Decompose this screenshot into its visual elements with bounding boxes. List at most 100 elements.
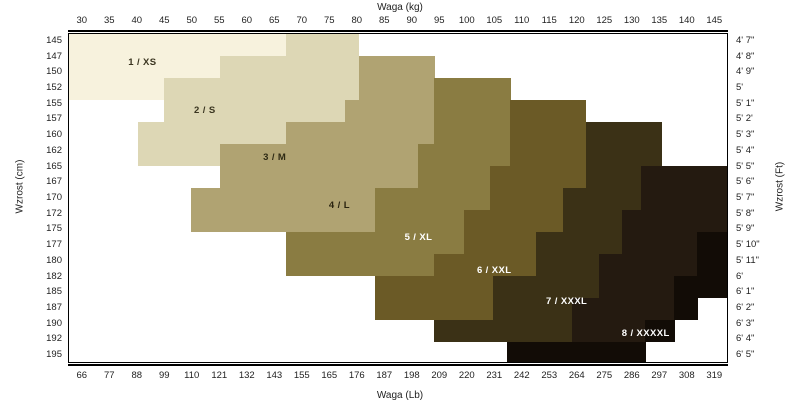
size-cell-band-5 bbox=[463, 209, 564, 233]
tick-kg-13: 95 bbox=[433, 15, 445, 26]
tick-cm-15: 182 bbox=[46, 270, 62, 282]
tick-kg-6: 60 bbox=[241, 15, 253, 26]
size-cell-band-8 bbox=[644, 319, 676, 343]
size-cell-band-5 bbox=[434, 253, 537, 277]
tick-lb-8: 155 bbox=[293, 370, 310, 381]
size-cell-band-8 bbox=[674, 275, 727, 299]
bottom-axis-title: Waga (Lb) bbox=[376, 390, 424, 401]
tick-kg-12: 90 bbox=[406, 15, 418, 26]
tick-lb-19: 275 bbox=[596, 370, 613, 381]
size-cell-band-2 bbox=[164, 99, 287, 123]
size-cell-band-7 bbox=[598, 275, 676, 299]
size-cell-band-4 bbox=[417, 165, 491, 189]
tick-lb-17: 253 bbox=[541, 370, 558, 381]
tick-kg-9: 75 bbox=[323, 15, 335, 26]
tick-cm-9: 167 bbox=[46, 176, 62, 188]
tick-ft-1: 4' 8" bbox=[736, 50, 755, 62]
tick-ft-9: 5' 6" bbox=[736, 176, 755, 188]
tick-kg-20: 130 bbox=[623, 15, 640, 26]
size-cell-band-5 bbox=[374, 297, 495, 321]
tick-ft-8: 5' 5" bbox=[736, 160, 755, 172]
size-cell-band-1 bbox=[69, 77, 166, 101]
tick-lb-9: 165 bbox=[321, 370, 338, 381]
size-cell-band-7 bbox=[572, 319, 646, 343]
tick-cm-8: 165 bbox=[46, 160, 62, 172]
size-cell-band-3 bbox=[345, 99, 435, 123]
tick-lb-5: 121 bbox=[211, 370, 228, 381]
tick-lb-16: 242 bbox=[513, 370, 530, 381]
size-cell-band-6 bbox=[493, 275, 600, 299]
tick-ft-18: 6' 3" bbox=[736, 317, 755, 329]
tick-kg-11: 85 bbox=[378, 15, 390, 26]
size-cell-band-8 bbox=[697, 253, 727, 277]
tick-cm-5: 157 bbox=[46, 113, 62, 125]
size-cell-band-8 bbox=[697, 231, 727, 255]
size-cell-band-4 bbox=[374, 187, 491, 211]
tick-lb-15: 231 bbox=[486, 370, 503, 381]
top-axis-title: Waga (kg) bbox=[377, 2, 423, 13]
tick-kg-18: 120 bbox=[568, 15, 585, 26]
tick-lb-22: 308 bbox=[678, 370, 695, 381]
tick-lb-4: 110 bbox=[184, 370, 200, 381]
tick-cm-13: 177 bbox=[46, 239, 62, 251]
tick-kg-17: 115 bbox=[541, 15, 557, 26]
size-cell-band-3 bbox=[190, 209, 376, 233]
tick-kg-15: 105 bbox=[486, 15, 503, 26]
tick-cm-3: 152 bbox=[46, 82, 62, 93]
tick-ft-4: 5' 1" bbox=[736, 97, 755, 109]
size-cell-band-7 bbox=[621, 231, 699, 255]
tick-lb-23: 319 bbox=[706, 370, 723, 381]
size-cell-band-6 bbox=[585, 143, 662, 167]
size-cell-band-5 bbox=[509, 143, 587, 167]
size-cell-band-7 bbox=[641, 165, 727, 189]
size-cell-band-2 bbox=[164, 77, 287, 101]
size-cell-band-3 bbox=[358, 55, 435, 79]
tick-cm-19: 192 bbox=[46, 333, 62, 345]
tick-lb-0: 66 bbox=[76, 370, 88, 381]
tick-lb-18: 264 bbox=[568, 370, 585, 381]
tick-kg-10: 80 bbox=[351, 15, 363, 26]
tick-lb-10: 176 bbox=[348, 370, 365, 381]
size-cell-band-3 bbox=[190, 187, 376, 211]
size-cell-band-4 bbox=[434, 99, 511, 123]
tick-ft-20: 6' 5" bbox=[736, 349, 755, 361]
tick-kg-0: 30 bbox=[76, 15, 88, 26]
tick-lb-3: 99 bbox=[158, 370, 170, 381]
tick-lb-21: 297 bbox=[651, 370, 668, 381]
size-cell-band-6 bbox=[536, 231, 623, 255]
size-cell-band-4 bbox=[434, 121, 511, 145]
tick-kg-14: 100 bbox=[458, 15, 475, 26]
tick-ft-5: 5' 2' bbox=[736, 113, 753, 125]
tick-cm-0: 145 bbox=[46, 34, 62, 46]
tick-ft-17: 6' 2" bbox=[736, 302, 755, 313]
size-cell-band-5 bbox=[509, 121, 587, 145]
tick-kg-8: 70 bbox=[296, 15, 308, 26]
size-cell-band-7 bbox=[598, 253, 699, 277]
tick-cm-2: 150 bbox=[46, 66, 62, 78]
size-cell-band-6 bbox=[562, 187, 643, 211]
tick-ft-7: 5' 4" bbox=[736, 144, 755, 156]
tick-ft-0: 4' 7" bbox=[736, 34, 755, 46]
tick-cm-20: 195 bbox=[46, 349, 62, 361]
tick-lb-13: 209 bbox=[431, 370, 448, 381]
tick-ft-15: 6' bbox=[736, 270, 744, 282]
size-cell-band-5 bbox=[463, 231, 537, 255]
tick-cm-6: 160 bbox=[46, 129, 62, 141]
tick-cm-11: 172 bbox=[46, 207, 62, 219]
tick-lb-20: 286 bbox=[623, 370, 640, 381]
tick-kg-5: 55 bbox=[213, 15, 225, 26]
tick-cm-17: 187 bbox=[46, 302, 62, 313]
tick-kg-16: 110 bbox=[514, 15, 530, 26]
tick-cm-14: 180 bbox=[46, 254, 62, 266]
size-cell-band-3 bbox=[220, 165, 419, 189]
tick-ft-6: 5' 3" bbox=[736, 129, 755, 141]
tick-lb-7: 143 bbox=[266, 370, 283, 381]
tick-kg-2: 40 bbox=[131, 15, 143, 26]
tick-cm-18: 190 bbox=[46, 317, 62, 329]
size-cell-band-1 bbox=[69, 34, 222, 79]
size-cell-band-7 bbox=[621, 209, 727, 233]
size-cell-band-2 bbox=[138, 143, 222, 167]
